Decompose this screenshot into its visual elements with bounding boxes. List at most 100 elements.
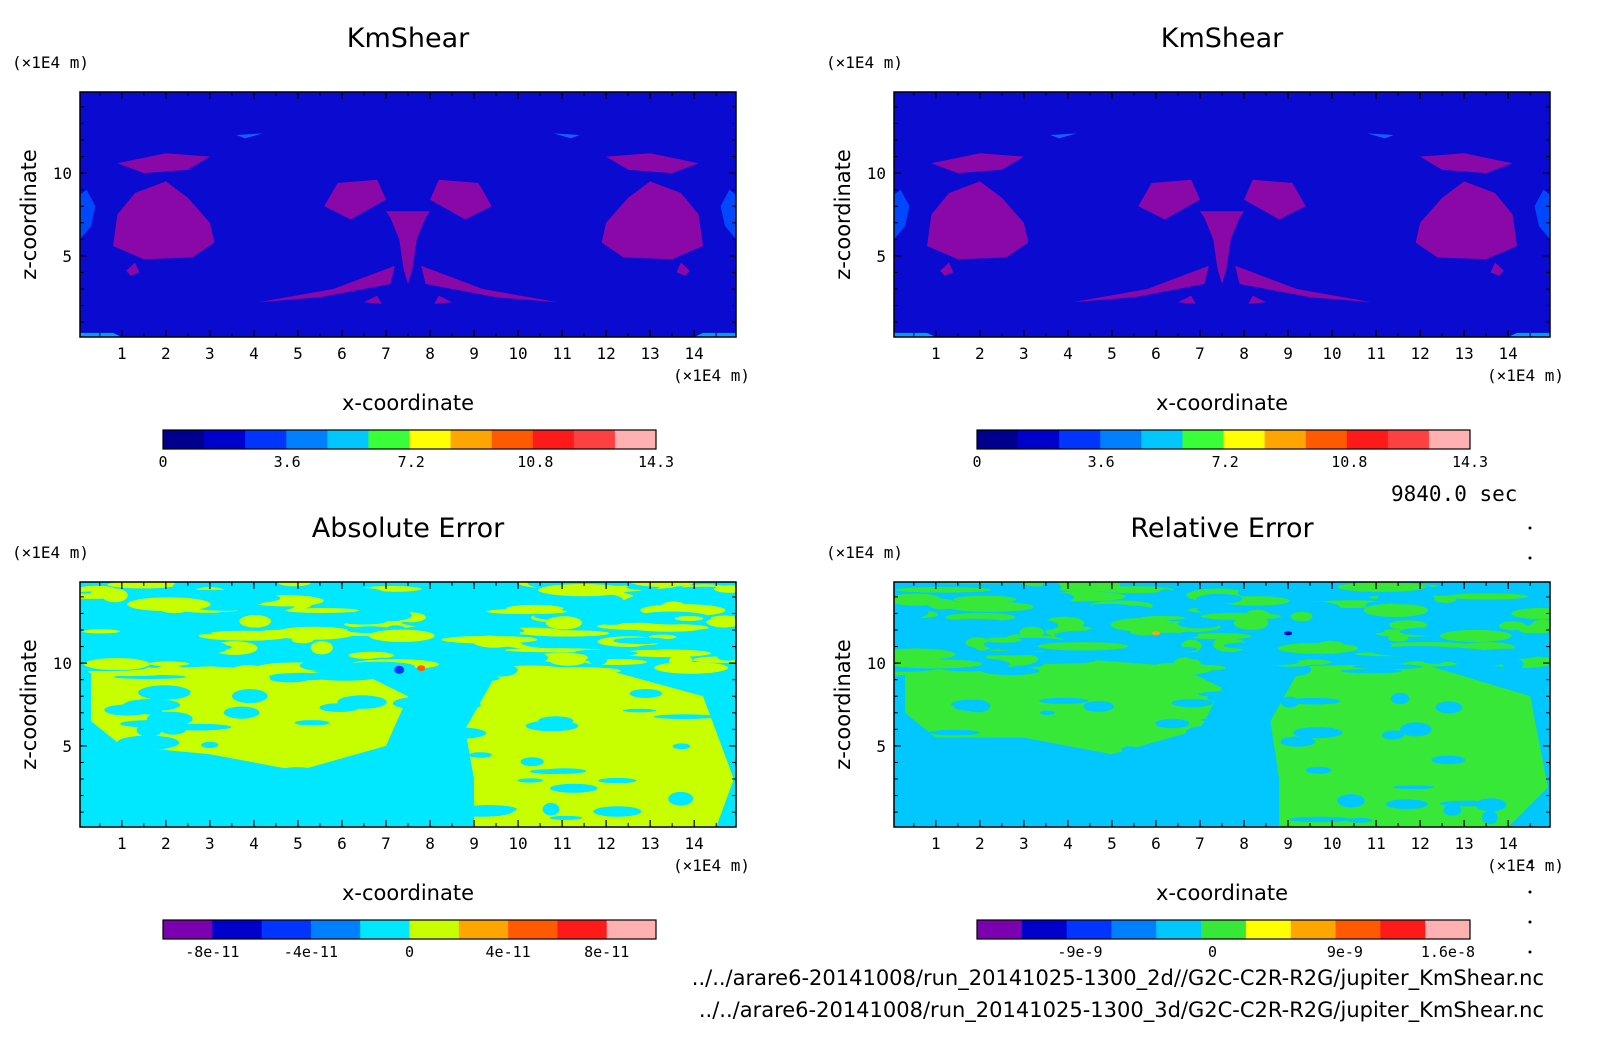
colorbar-tick-label: 9e-9 <box>1327 943 1363 961</box>
colorbar-swatch <box>1059 430 1101 449</box>
x-tick-label: 4 <box>249 344 259 363</box>
x-tick-label: 10 <box>1322 834 1341 853</box>
field-region <box>1037 642 1129 651</box>
file-path-3d: ../../arare6-20141008/run_20141025-1300_… <box>698 998 1544 1022</box>
field-region <box>1244 179 1306 220</box>
edge-dot <box>1528 890 1532 894</box>
field-region <box>285 608 359 613</box>
y-tick-label: 5 <box>876 737 886 756</box>
x-tick-label: 3 <box>205 834 215 853</box>
field-region <box>173 582 192 592</box>
field-region <box>107 582 178 589</box>
colorbar-swatch <box>1021 920 1068 939</box>
field-region <box>702 643 736 654</box>
field-region <box>1399 722 1432 737</box>
field-region <box>720 189 736 240</box>
field-region <box>927 181 1029 260</box>
field-region <box>894 606 929 619</box>
field-region <box>1389 620 1427 630</box>
field-region <box>1255 586 1344 595</box>
colorbar-tick-label: 1.6e-8 <box>1421 943 1475 961</box>
field-region <box>1041 582 1061 592</box>
field-region <box>1019 626 1044 638</box>
colorbar-swatch <box>1380 920 1426 939</box>
field-region <box>542 768 587 774</box>
x-tick-label: 9 <box>1283 834 1293 853</box>
x-axis-label: x-coordinate <box>1156 391 1288 415</box>
field-region <box>218 816 271 823</box>
field-region <box>380 647 456 653</box>
field-region <box>291 636 314 644</box>
field-region <box>223 706 260 719</box>
colorbar-swatch <box>327 430 369 449</box>
colorbar-tick-label: -4e-11 <box>284 943 338 961</box>
x-tick-label: 7 <box>381 834 391 853</box>
field-region <box>894 659 983 669</box>
colorbar-swatch <box>1428 430 1471 449</box>
field-region <box>1001 757 1028 763</box>
x-tick-label: 14 <box>685 344 704 363</box>
field-region <box>588 652 608 666</box>
colorbar-tick-label: 14.3 <box>638 453 674 471</box>
x-tick-label: 7 <box>1195 834 1205 853</box>
x-tick-label: 9 <box>469 344 479 363</box>
field-region <box>218 802 255 813</box>
field-region <box>239 615 271 628</box>
colorbar-swatch <box>310 920 361 939</box>
field-region <box>706 615 736 628</box>
colorbar-swatch <box>1264 430 1307 449</box>
field-region <box>117 739 172 749</box>
colorbar-swatch <box>1245 920 1292 939</box>
x-tick-label: 2 <box>975 344 985 363</box>
field-region <box>251 803 270 810</box>
field-region <box>236 133 263 139</box>
field-region <box>465 669 734 827</box>
y-tick-label: 5 <box>876 247 886 266</box>
field-region <box>1338 628 1385 634</box>
field-region <box>1177 619 1221 629</box>
field-region <box>167 658 242 669</box>
field-region <box>1448 593 1528 600</box>
field-region <box>117 153 210 174</box>
colorbar-swatch <box>1223 430 1266 449</box>
field-region <box>714 585 736 593</box>
x-unit-label: (×1E4 m) <box>1487 366 1564 385</box>
field-region <box>1246 609 1270 619</box>
x-tick-label: 5 <box>293 344 303 363</box>
field-region <box>894 628 941 636</box>
y-tick-label: 10 <box>867 654 886 673</box>
field-region <box>90 777 117 793</box>
colorbar-swatch <box>532 430 575 449</box>
field-region <box>463 807 514 816</box>
field-region <box>1155 718 1190 729</box>
x-tick-label: 11 <box>1366 834 1385 853</box>
field-region <box>1482 810 1498 825</box>
field-region <box>940 262 954 276</box>
field-region <box>1392 785 1435 789</box>
field-region <box>894 808 968 827</box>
colorbar-swatch <box>1156 920 1202 939</box>
field-region <box>981 767 1090 775</box>
field-region <box>113 181 215 260</box>
x-tick-label: 7 <box>1195 344 1205 363</box>
field-region <box>694 332 736 337</box>
x-tick-label: 3 <box>205 344 215 363</box>
colorbar-tick-label: 10.8 <box>1331 453 1367 471</box>
field-region <box>894 758 961 773</box>
x-tick-label: 8 <box>1239 344 1249 363</box>
x-tick-label: 8 <box>425 344 435 363</box>
field-region <box>1390 692 1410 705</box>
colorbar-swatch <box>1066 920 1112 939</box>
x-tick-label: 1 <box>117 344 127 363</box>
colorbar-swatch <box>245 430 287 449</box>
field-region <box>1293 727 1343 739</box>
x-tick-label: 11 <box>552 834 571 853</box>
colorbar-tick-label: 14.3 <box>1452 453 1488 471</box>
field-region <box>497 589 539 594</box>
colorbar-frame <box>976 429 1471 450</box>
x-tick-label: 4 <box>1063 834 1073 853</box>
field-region <box>1200 718 1236 722</box>
field-region <box>339 616 388 625</box>
